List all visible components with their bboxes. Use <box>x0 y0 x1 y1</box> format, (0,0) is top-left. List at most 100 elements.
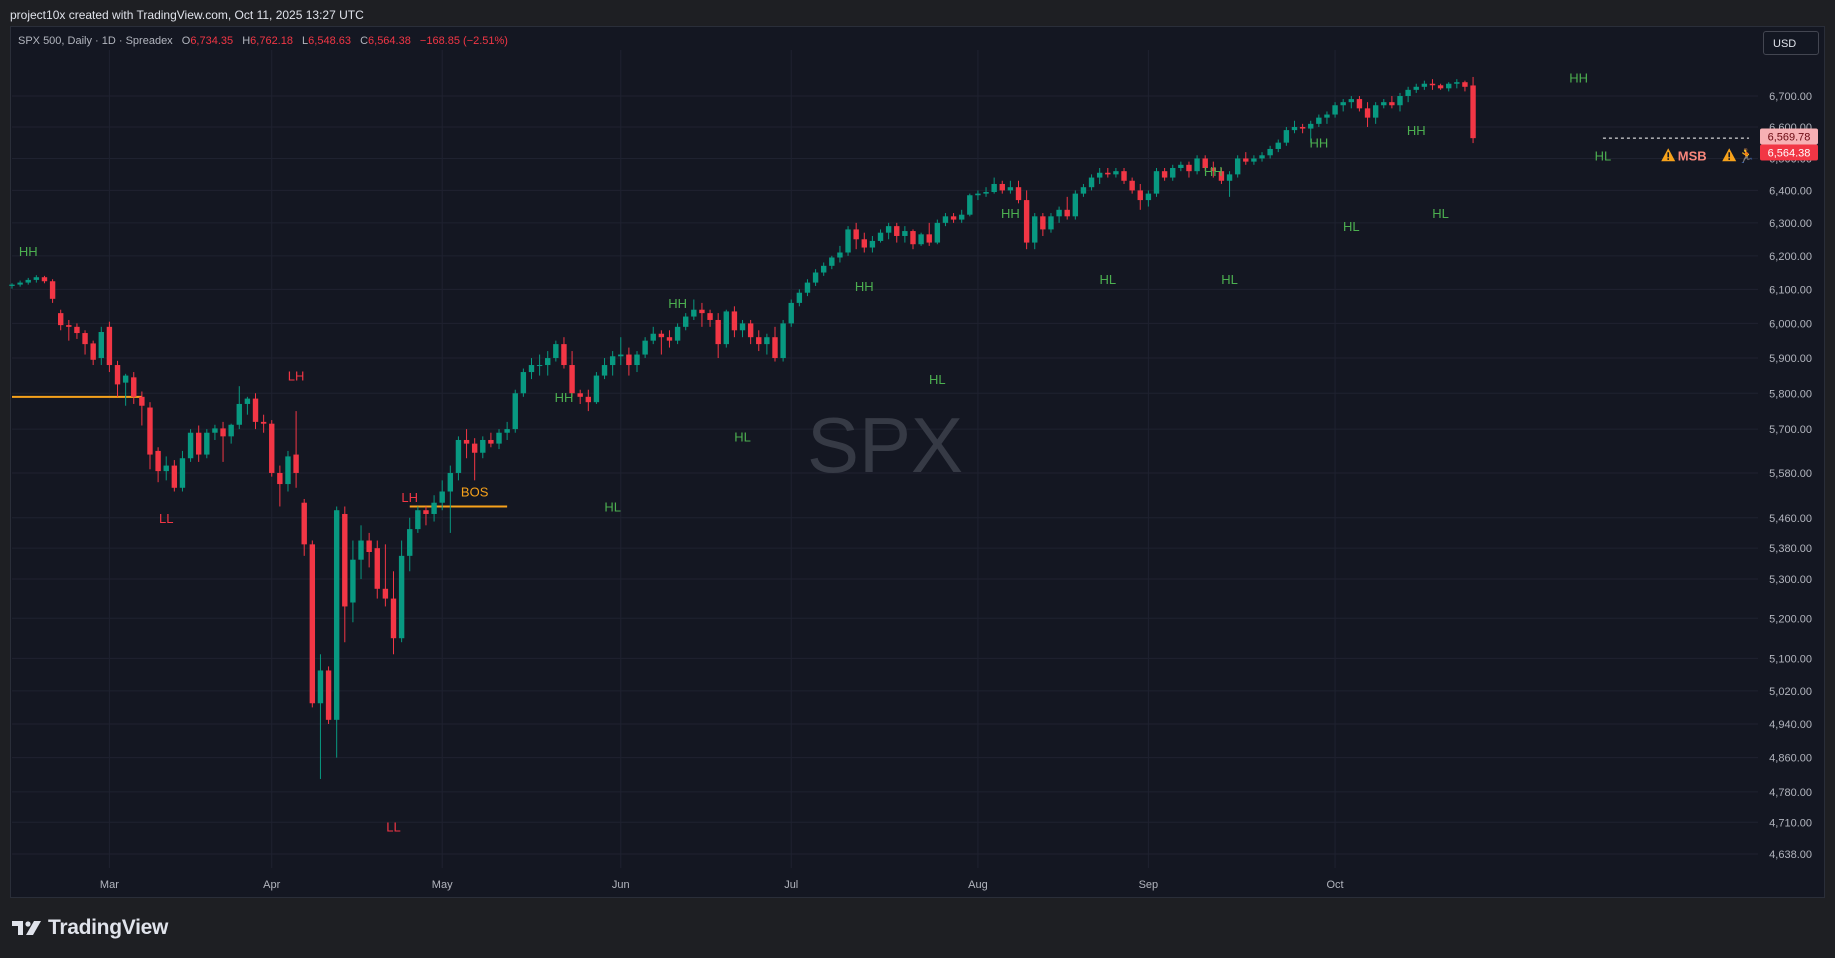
attribution-text: project10x created with TradingView.com,… <box>10 8 364 22</box>
candle-body <box>260 421 267 424</box>
candle-body <box>1372 105 1379 118</box>
candle-body <box>1210 167 1217 172</box>
candle-body <box>983 192 989 194</box>
candle-body <box>1462 82 1468 87</box>
y-tick-label: 4,710.00 <box>1769 817 1812 829</box>
candle <box>894 222 900 243</box>
y-tick-label: 5,380.00 <box>1769 543 1812 555</box>
candle-body <box>122 375 129 383</box>
candle-body <box>715 319 721 345</box>
candle <box>106 321 113 373</box>
candle <box>1202 155 1208 172</box>
time-axis: Mar Apr May Jun Jul Aug Sep Oct <box>100 879 1344 891</box>
candle-body <box>723 311 729 345</box>
structure-label: LH <box>401 490 418 505</box>
y-tick-label: 5,700.00 <box>1769 424 1812 436</box>
candle-body <box>1064 209 1070 217</box>
candle <box>463 429 470 459</box>
candle <box>1234 155 1241 178</box>
x-tick-label: Aug <box>968 879 988 891</box>
candle-body <box>1040 216 1046 230</box>
candle-body <box>918 234 924 245</box>
candle-body <box>683 316 689 327</box>
candle-body <box>991 183 997 193</box>
y-tick-label: 5,300.00 <box>1769 574 1812 586</box>
legend-symbol: SPX 500, Daily · 1D · Spreadex <box>18 35 173 47</box>
candle-body <box>601 365 608 376</box>
candle-body <box>398 555 405 639</box>
y-tick-label: 6,100.00 <box>1769 284 1812 296</box>
structure-label: HL <box>1343 219 1360 234</box>
candle <box>950 213 957 223</box>
candle <box>236 386 242 430</box>
candle <box>139 391 145 426</box>
legend-open-key: O <box>181 35 191 47</box>
candle-body <box>520 372 527 394</box>
warning-icon-mark <box>1728 152 1731 158</box>
candle-body <box>1023 200 1030 243</box>
candle <box>317 654 324 779</box>
grid-lines <box>12 50 1758 868</box>
candle <box>926 222 932 246</box>
candle-body <box>666 337 673 341</box>
candle-body <box>1324 114 1330 118</box>
candle-body <box>561 344 567 366</box>
candle <box>545 351 551 376</box>
candle <box>41 275 48 284</box>
candle-body <box>333 510 340 720</box>
candle-body <box>25 279 31 283</box>
candle <box>853 222 859 250</box>
candle <box>593 372 600 404</box>
candle <box>1007 180 1014 194</box>
candle-body <box>756 337 762 345</box>
candle-body <box>415 510 421 530</box>
candle <box>1040 213 1046 236</box>
candle-body <box>853 229 859 240</box>
candle-body <box>171 465 178 488</box>
candle-body <box>358 540 364 560</box>
candle-body <box>512 393 518 430</box>
candle <box>1129 177 1135 194</box>
candle-body <box>293 454 299 473</box>
candle <box>25 277 31 285</box>
candle-body <box>285 456 291 485</box>
candle-body <box>837 252 843 258</box>
candle-body <box>236 403 242 425</box>
x-tick-label: Apr <box>263 879 280 891</box>
candle-body <box>423 510 429 514</box>
legend-change: −168.85 (−2.51%) <box>419 35 508 47</box>
candle-body <box>1145 193 1152 201</box>
candle <box>1113 167 1119 178</box>
candle <box>958 209 965 223</box>
candle <box>1259 152 1265 162</box>
candle-body <box>1470 85 1476 139</box>
candle <box>1348 96 1355 109</box>
candle-body <box>569 365 575 394</box>
candle-body <box>163 465 169 472</box>
candle-body <box>691 309 697 317</box>
candle-body <box>147 407 153 455</box>
candle-body <box>1088 177 1095 188</box>
candle <box>1316 114 1322 127</box>
candle <box>471 438 478 481</box>
candle <box>561 337 567 369</box>
currency-button[interactable]: USD <box>1763 31 1819 55</box>
candle <box>618 337 624 366</box>
candle-body <box>1105 172 1111 175</box>
candle-body <box>1129 180 1135 191</box>
candle <box>796 289 803 307</box>
candle-body <box>350 559 356 603</box>
candle <box>1178 161 1184 172</box>
candle-body <box>812 272 819 283</box>
candle <box>723 309 729 348</box>
candle-body <box>707 313 713 320</box>
candle <box>122 373 129 406</box>
candle <box>553 340 559 362</box>
tradingview-brand[interactable]: TradingView <box>12 916 168 940</box>
candle-body <box>577 393 583 397</box>
candle <box>666 330 673 348</box>
candle <box>634 351 640 373</box>
candle <box>1267 145 1273 159</box>
chart-panel[interactable] <box>10 26 1825 898</box>
